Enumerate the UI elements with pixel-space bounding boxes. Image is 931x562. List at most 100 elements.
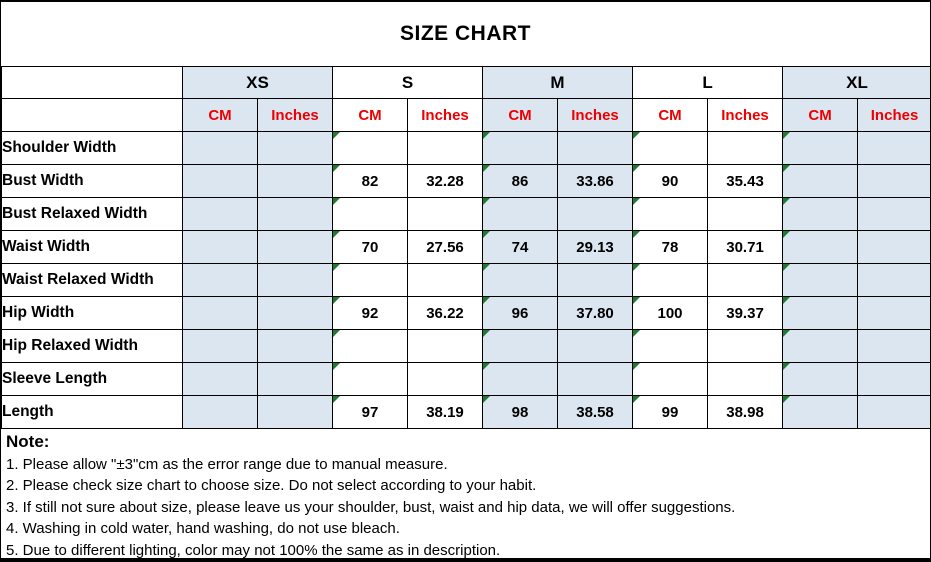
data-cell: 96 — [482, 296, 558, 330]
data-cell — [332, 329, 408, 363]
data-cell — [857, 329, 930, 363]
unit-header-m-inches: Inches — [556, 98, 634, 132]
data-cell — [182, 395, 258, 429]
row-label: Length — [1, 395, 183, 429]
green-triangle-icon — [483, 363, 490, 370]
note-section: Note: 1. Please allow "±3"cm as the erro… — [1, 429, 930, 558]
unit-header-xl-cm: CM — [782, 98, 859, 132]
green-triangle-icon — [333, 330, 340, 337]
data-cell — [407, 131, 483, 165]
data-cell — [782, 329, 859, 363]
data-cell — [182, 263, 258, 297]
unit-header-m-cm: CM — [482, 98, 558, 132]
data-cell: 70 — [332, 230, 408, 264]
data-cell — [257, 263, 333, 297]
data-cell — [332, 263, 408, 297]
green-triangle-icon — [633, 396, 641, 403]
table-row: Sleeve Length — [1, 362, 930, 396]
corner-cell — [1, 98, 183, 132]
data-cell — [782, 131, 859, 165]
data-cell — [782, 164, 859, 198]
data-cell — [407, 197, 483, 231]
cell-value: 97 — [361, 403, 379, 421]
data-cell — [257, 230, 333, 264]
unit-header-l-cm: CM — [632, 98, 709, 132]
cell-value: 29.13 — [576, 238, 614, 256]
cell-value: 38.98 — [726, 403, 764, 421]
data-cell — [556, 362, 634, 396]
note-line: 2. Please check size chart to choose siz… — [6, 477, 537, 495]
table-row: Hip Relaxed Width — [1, 329, 930, 363]
green-triangle-icon — [483, 396, 490, 403]
green-triangle-icon — [783, 165, 791, 172]
size-group-header-xs: XS — [182, 66, 333, 99]
data-cell: 99 — [632, 395, 709, 429]
table-row: Bust Relaxed Width — [1, 197, 930, 231]
data-cell — [556, 197, 634, 231]
green-triangle-icon — [633, 132, 641, 139]
data-cell — [556, 329, 634, 363]
data-cell — [782, 263, 859, 297]
data-cell — [332, 131, 408, 165]
table-row: Waist Width 70 27.56 74 29.13 78 30.71 — [1, 230, 930, 264]
data-cell — [857, 230, 930, 264]
data-cell — [182, 296, 258, 330]
green-triangle-icon — [783, 231, 791, 238]
green-triangle-icon — [783, 297, 791, 304]
size-group-header-s: S — [332, 66, 483, 99]
green-triangle-icon — [783, 396, 791, 403]
data-cell — [182, 230, 258, 264]
green-triangle-icon — [633, 231, 641, 238]
cell-value: 74 — [511, 238, 529, 256]
cell-value: 38.19 — [426, 403, 464, 421]
data-cell — [857, 395, 930, 429]
data-cell — [257, 395, 333, 429]
data-cell — [182, 329, 258, 363]
table-row: Length 97 38.19 98 38.58 99 38.98 — [1, 395, 930, 429]
data-cell — [857, 131, 930, 165]
data-cell — [632, 131, 709, 165]
green-triangle-icon — [633, 330, 641, 337]
note-heading: Note: — [6, 432, 50, 451]
size-group-header-l: L — [632, 66, 784, 99]
unit-header-l-inches: Inches — [707, 98, 784, 132]
green-triangle-icon — [483, 165, 490, 172]
cell-value: 35.43 — [726, 172, 764, 190]
data-cell: 30.71 — [707, 230, 784, 264]
data-cell — [782, 197, 859, 231]
note-line: 1. Please allow "±3"cm as the error rang… — [6, 456, 448, 473]
data-cell — [857, 263, 930, 297]
cell-value: 82 — [361, 172, 379, 190]
unit-header-xl-inches: Inches — [857, 98, 930, 132]
green-triangle-icon — [333, 231, 340, 238]
green-triangle-icon — [333, 297, 340, 304]
size-group-header-xl: XL — [782, 66, 930, 99]
cell-value: 90 — [661, 172, 679, 190]
data-cell — [482, 131, 558, 165]
green-triangle-icon — [333, 396, 340, 403]
data-cell: 33.86 — [556, 164, 634, 198]
data-cell: 38.19 — [407, 395, 483, 429]
data-cell: 97 — [332, 395, 408, 429]
data-cell — [482, 362, 558, 396]
green-triangle-icon — [633, 165, 641, 172]
cell-value: 86 — [511, 172, 529, 190]
data-cell — [257, 131, 333, 165]
green-triangle-icon — [483, 330, 490, 337]
data-cell — [407, 362, 483, 396]
measurement-rows: Shoulder Width Bust Width 82 32.28 86 33.86 90… — [1, 131, 930, 429]
data-cell — [182, 197, 258, 231]
data-cell — [632, 263, 709, 297]
row-label: Hip Relaxed Width — [1, 329, 183, 363]
data-cell: 36.22 — [407, 296, 483, 330]
cell-value: 78 — [661, 238, 679, 256]
data-cell — [257, 362, 333, 396]
data-cell — [257, 197, 333, 231]
data-cell — [857, 296, 930, 330]
row-label: Waist Relaxed Width — [1, 263, 183, 297]
unit-header-s-cm: CM — [332, 98, 408, 132]
green-triangle-icon — [633, 297, 641, 304]
data-cell — [407, 329, 483, 363]
data-cell — [182, 362, 258, 396]
